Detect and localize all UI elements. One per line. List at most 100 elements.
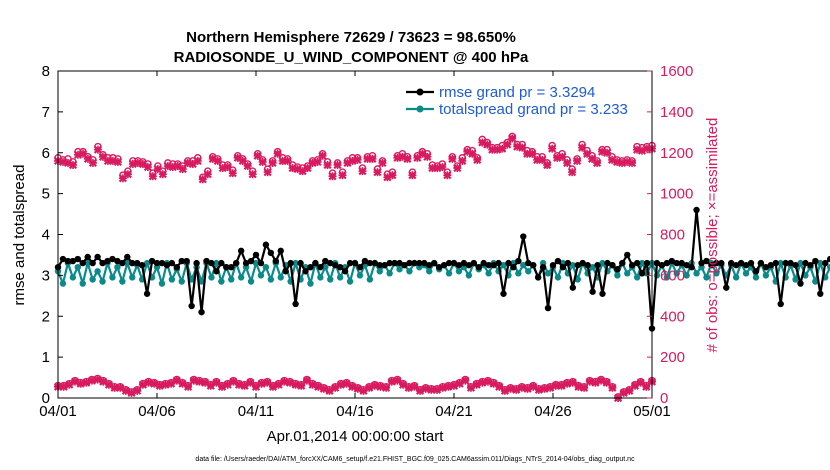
obs-assimilated-point	[473, 155, 482, 164]
obs-assimilated-point	[388, 171, 397, 180]
rmse-point	[327, 259, 334, 267]
obs-assimilated-point	[234, 380, 244, 389]
obs-assimilated-point	[133, 386, 142, 395]
rmse-point	[242, 259, 250, 267]
obs-assimilated-point	[534, 385, 543, 394]
rmse-point	[693, 206, 700, 214]
rmse-point	[584, 261, 591, 269]
y-axis-left-label: rmse and totalspread	[11, 165, 28, 306]
rmse-point	[683, 261, 690, 269]
rmse-point	[371, 259, 378, 267]
rmse-point	[223, 264, 230, 271]
rmse-point	[366, 259, 374, 267]
rmse-point	[302, 268, 309, 275]
rmse-point	[129, 259, 136, 267]
plot-area	[58, 71, 652, 398]
rmse-point	[213, 268, 220, 275]
rmse-point	[718, 259, 725, 267]
spread-point	[732, 274, 740, 281]
rmse-point	[460, 259, 468, 267]
spread-point	[797, 259, 804, 267]
rmse-point	[332, 261, 339, 269]
rmse-point	[84, 253, 91, 261]
obs-assimilated-point	[118, 174, 127, 183]
spread-point	[396, 266, 403, 273]
spread-point	[544, 270, 552, 277]
rmse-point	[64, 257, 72, 265]
obs-assimilated-point	[489, 379, 498, 388]
rmse-point	[336, 264, 344, 271]
spread-point	[520, 261, 527, 269]
rmse-point	[792, 261, 799, 269]
rmse-point	[698, 259, 705, 267]
rmse-point	[114, 257, 121, 265]
obs-assimilated-point	[138, 159, 147, 169]
obs-assimilated-point	[76, 379, 85, 388]
rmse-point	[168, 259, 176, 267]
obs-assimilated-point	[478, 378, 487, 387]
rmse-point	[594, 261, 601, 269]
y-right-tick-label: 1000	[660, 186, 693, 203]
spread-point	[366, 276, 374, 283]
obs-assimilated-point	[399, 380, 408, 389]
rmse-point	[549, 261, 557, 269]
y-left-tick-label: 0	[42, 390, 50, 407]
rmse-point	[396, 259, 403, 267]
obs-assimilated-point	[283, 156, 292, 166]
obs-assimilated-point	[203, 170, 212, 179]
rmse-point	[668, 257, 675, 265]
spread-point	[252, 259, 260, 267]
spread-point	[569, 261, 576, 269]
rmse-point	[312, 259, 319, 267]
spread-point	[713, 270, 720, 277]
spread-point	[346, 278, 354, 285]
obs-assimilated-point	[404, 383, 413, 392]
x-tick-label: 04/21	[435, 403, 473, 420]
obs-assimilated-point	[585, 377, 594, 386]
obs-assimilated-point	[280, 377, 289, 386]
spread-point	[292, 259, 299, 267]
rmse-point	[713, 259, 720, 267]
rmse-point	[629, 261, 636, 269]
rmse-point	[435, 264, 443, 271]
spread-point	[277, 274, 284, 281]
rmse-point	[703, 257, 710, 265]
rmse-point	[817, 290, 824, 297]
rmse-point	[767, 261, 774, 269]
rmse-point	[510, 264, 517, 271]
rmse-point	[183, 257, 190, 265]
obs-assimilated-point	[248, 170, 257, 179]
obs-assimilated-point	[206, 381, 215, 390]
spread-point	[455, 268, 463, 275]
y-right-tick-label: 1600	[660, 63, 693, 80]
obs-assimilated-point	[574, 382, 583, 391]
spread-point	[74, 264, 82, 271]
rmse-point	[609, 261, 616, 269]
obs-assimilated-point	[393, 376, 402, 385]
rmse-point	[386, 259, 393, 267]
rmse-point	[237, 247, 245, 255]
rmse-point	[445, 259, 453, 267]
obs-assimilated-point	[331, 383, 340, 392]
obs-assimilated-point	[273, 149, 282, 158]
rmse-point	[564, 259, 572, 267]
rmse-point	[163, 261, 171, 269]
rmse-point	[772, 259, 779, 267]
spread-point	[752, 274, 760, 281]
obs-assimilated-point	[291, 380, 300, 389]
spread-point	[69, 274, 77, 281]
obs-assimilated-point	[353, 155, 362, 164]
obs-assimilated-point	[387, 377, 396, 386]
rmse-point	[272, 257, 279, 265]
spread-point	[109, 274, 116, 281]
rmse-point	[267, 249, 275, 257]
rmse-point	[505, 259, 512, 267]
rmse-point	[228, 264, 235, 271]
obs-assimilated-point	[178, 165, 187, 174]
rmse-point	[544, 304, 552, 312]
spread-point	[356, 272, 364, 279]
obs-assimilated-point	[243, 161, 252, 171]
obs-assimilated-point	[253, 151, 262, 160]
rmse-point	[574, 261, 581, 269]
rmse-point	[658, 261, 666, 269]
